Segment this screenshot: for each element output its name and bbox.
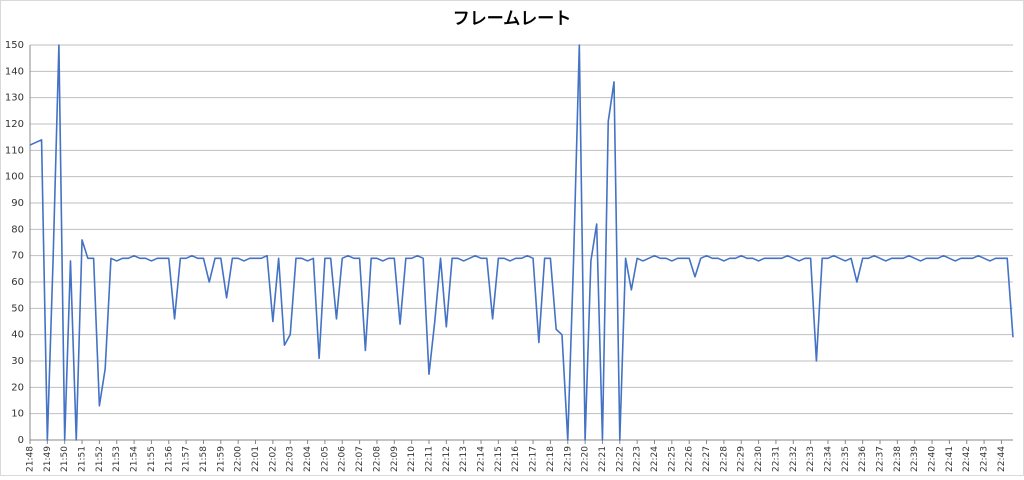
x-tick-label: 22:00 [234,446,244,472]
x-tick-label: 22:13 [459,446,469,472]
x-tick-label: 22:09 [390,446,400,472]
y-tick-label: 100 [5,172,24,183]
y-tick-label: 110 [5,145,24,156]
x-tick-label: 22:42 [962,446,972,472]
x-tick-label: 22:04 [303,446,313,472]
x-tick-label: 22:26 [685,446,695,472]
x-tick-label: 22:03 [286,446,296,472]
x-tick-label: 21:59 [216,446,226,472]
x-tick-label: 22:31 [771,446,781,472]
x-tick-label: 22:33 [806,446,816,472]
x-tick-label: 22:15 [494,446,504,472]
x-tick-label: 22:11 [424,446,434,472]
y-tick-label: 50 [11,303,24,314]
x-tick-label: 22:44 [997,446,1007,472]
x-tick-label: 22:27 [702,446,712,472]
x-tick-label: 22:08 [372,446,382,472]
x-tick-label: 22:01 [251,446,261,472]
x-tick-label: 22:32 [789,446,799,472]
x-tick-label: 22:25 [667,446,677,472]
x-tick-label: 21:51 [78,446,88,472]
x-tick-label: 21:57 [182,446,192,472]
x-tick-label: 22:29 [737,446,747,472]
y-tick-label: 10 [11,409,24,420]
y-tick-label: 130 [5,93,24,104]
x-tick-label: 22:39 [910,446,920,472]
x-tick-label: 22:20 [581,446,591,472]
x-tick-label: 21:54 [130,446,140,472]
x-tick-label: 21:52 [95,446,105,472]
x-tick-label: 22:35 [841,446,851,472]
x-tick-label: 22:22 [615,446,625,472]
y-tick-label: 150 [5,40,24,51]
y-tick-label: 60 [11,277,24,288]
x-tick-label: 22:16 [511,446,521,472]
x-tick-label: 22:40 [928,446,938,472]
x-tick-label: 22:05 [320,446,330,472]
x-tick-label: 22:02 [268,446,278,472]
x-tick-label: 21:50 [60,446,70,472]
x-tick-label: 22:21 [598,446,608,472]
x-tick-label: 21:48 [26,446,36,472]
x-tick-label: 21:55 [147,446,157,472]
x-tick-label: 22:37 [876,446,886,472]
y-tick-label: 80 [11,224,24,235]
x-tick-label: 22:23 [633,446,643,472]
x-tick-label: 22:06 [338,446,348,472]
x-tick-label: 22:12 [442,446,452,472]
x-tick-label: 22:41 [945,446,955,472]
x-tick-label: 22:17 [529,446,539,472]
x-tick-label: 22:36 [858,446,868,472]
y-tick-label: 20 [11,382,24,393]
x-tick-label: 22:19 [563,446,573,472]
x-tick-label: 22:10 [407,446,417,472]
y-tick-label: 90 [11,198,24,209]
x-tick-label: 22:18 [546,446,556,472]
x-tick-label: 22:14 [477,446,487,472]
x-tick-label: 22:43 [980,446,990,472]
x-tick-label: 22:30 [754,446,764,472]
x-tick-label: 22:24 [650,446,660,472]
y-tick-label: 40 [11,330,24,341]
chart-title: フレームレート [453,9,572,29]
y-tick-label: 30 [11,356,24,367]
x-tick-label: 22:07 [355,446,365,472]
x-tick-label: 21:58 [199,446,209,472]
y-tick-label: 140 [5,66,24,77]
x-tick-label: 21:56 [164,446,174,472]
y-tick-label: 120 [5,119,24,130]
y-tick-label: 0 [18,435,24,446]
data-line [29,44,1014,441]
x-tick-label: 22:34 [823,446,833,472]
x-tick-label: 22:38 [893,446,903,472]
y-tick-label: 70 [11,251,24,262]
x-tick-label: 22:28 [719,446,729,472]
x-tick-label: 21:49 [43,446,53,472]
x-tick-label: 21:53 [112,446,122,472]
